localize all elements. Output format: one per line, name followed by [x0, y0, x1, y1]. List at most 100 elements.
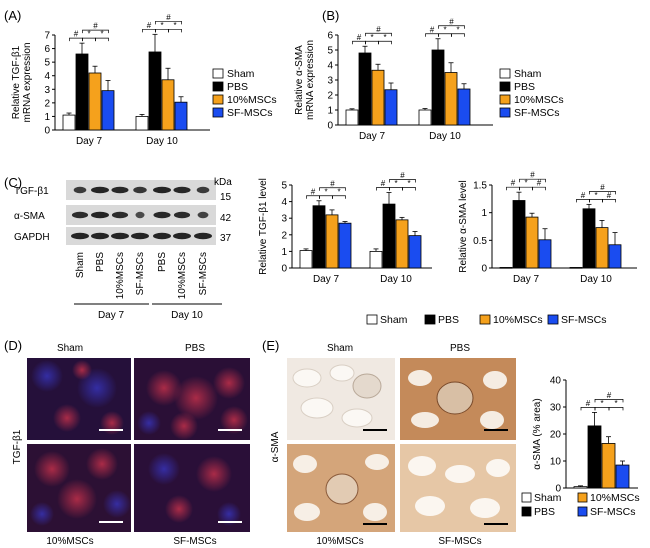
blot-band: [91, 232, 109, 240]
legend-label: SF-MSCs: [590, 506, 636, 518]
blot-band: [71, 232, 89, 240]
blot-bands: [71, 186, 212, 240]
bar-10mscs: [525, 216, 539, 269]
blot-day10-label: Day 10: [171, 310, 203, 321]
significance-bracket: [365, 32, 392, 37]
y-tick-label: 5: [281, 181, 287, 192]
y-axis-label: Relative TGF-β1 level: [258, 178, 269, 275]
d-caption-sfmsc: SF-MSCs: [173, 536, 216, 547]
y-axis-label: Relative TGF-β1: [11, 45, 22, 119]
d-caption-10msc: 10%MSCs: [46, 536, 93, 547]
blot-band: [153, 186, 171, 194]
legend-label: 10%MSCs: [493, 314, 543, 326]
bar-10mscs: [325, 214, 339, 269]
legend-swatch: [212, 107, 224, 118]
y-tick-label: 30: [550, 403, 562, 414]
bar-pbs: [512, 200, 526, 269]
significance-symbol: *: [383, 33, 386, 42]
significance-symbol: #: [376, 25, 381, 34]
bar-pbs: [587, 425, 602, 489]
significance-symbol: *: [443, 25, 446, 34]
significance-symbol: *: [160, 21, 163, 30]
y-tick-label: 5: [44, 58, 50, 69]
bar-pbs: [582, 208, 596, 269]
significance-symbol: #: [600, 183, 605, 192]
legend-label: Sham: [380, 314, 408, 326]
significance-bracket: [389, 179, 416, 183]
significance-bracket: [602, 199, 616, 203]
bar-sf-mscs: [615, 464, 630, 489]
legend-swatch: [212, 68, 224, 79]
e-caption-sfmsc: SF-MSCs: [438, 536, 481, 547]
significance-symbol: *: [594, 191, 597, 200]
blot-band: [196, 186, 210, 194]
e-side-label: α-SMA: [270, 431, 281, 462]
blot-kda-15: 15: [220, 192, 232, 203]
legend-swatch: [521, 492, 532, 503]
y-tick-label: 1: [281, 247, 287, 258]
significance-symbol: #: [381, 179, 386, 188]
blot-label-tgfb1: TGF-β1: [14, 186, 49, 197]
panel-label-c: (C): [4, 175, 22, 190]
blot-band: [153, 211, 171, 219]
e-micrograph-10msc: [287, 444, 395, 532]
bar-10mscs: [395, 219, 409, 269]
bar-sf-mscs: [101, 90, 115, 131]
significance-symbol: #: [511, 179, 516, 188]
y-tick-label: 3: [281, 214, 287, 225]
e-caption-sham: Sham: [327, 343, 353, 354]
significance-symbol: #: [166, 13, 171, 22]
significance-symbol: *: [100, 30, 103, 39]
blot-band: [131, 232, 149, 240]
d-micrograph-sfmsc: [134, 444, 250, 532]
bar-10mscs: [595, 227, 609, 269]
x-category-label: Day 7: [359, 131, 386, 142]
y-tick-label: 4: [281, 197, 287, 208]
significance-bracket: [589, 191, 616, 195]
blot-lane-label: PBS: [95, 252, 106, 272]
legend-swatch: [577, 506, 588, 517]
x-category-label: Day 7: [313, 274, 340, 285]
blot-kda-header: kDa: [214, 177, 232, 188]
legend-label: Sham: [514, 68, 542, 80]
bar-sf-mscs: [538, 239, 552, 269]
y-axis-label: Relative α-SMA: [294, 45, 305, 115]
y-tick-label: 1: [327, 106, 333, 117]
d-micrograph-pbs: [134, 358, 250, 440]
blot-lane-label: SF-MSCs: [198, 252, 209, 295]
significance-bracket: [82, 29, 109, 34]
y-tick-label: 0: [44, 126, 50, 137]
significance-symbol: #: [74, 30, 79, 39]
significance-bracket: [532, 186, 546, 191]
significance-bracket: [594, 399, 624, 403]
significance-symbol: *: [614, 399, 617, 408]
blot-lane-label: PBS: [157, 252, 168, 272]
bar-sham: [135, 116, 149, 131]
bar-pbs: [358, 52, 372, 126]
bar-sham: [569, 267, 583, 269]
bar-sf-mscs: [457, 88, 471, 126]
bar-10mscs: [88, 72, 102, 131]
d-caption-sham: Sham: [57, 343, 83, 354]
y-tick-label: 6: [327, 31, 333, 42]
significance-bracket: [95, 37, 109, 42]
legend-e: Sham PBS 10%MSCs SF-MSCs: [521, 492, 640, 518]
d-micrograph-sham: [27, 358, 131, 440]
bar-pbs: [148, 51, 162, 131]
legend-swatch: [366, 314, 378, 325]
legend-swatch: [499, 107, 511, 118]
significance-bracket: [332, 195, 346, 199]
legend-label: SF-MSCs: [514, 107, 560, 119]
significance-bracket: [319, 187, 346, 191]
bar-10mscs: [444, 72, 458, 126]
bar-sham: [418, 109, 432, 126]
d-caption-pbs: PBS: [185, 343, 205, 354]
legend-swatch: [499, 68, 511, 79]
significance-symbol: *: [600, 399, 603, 408]
significance-symbol: #: [537, 179, 542, 188]
